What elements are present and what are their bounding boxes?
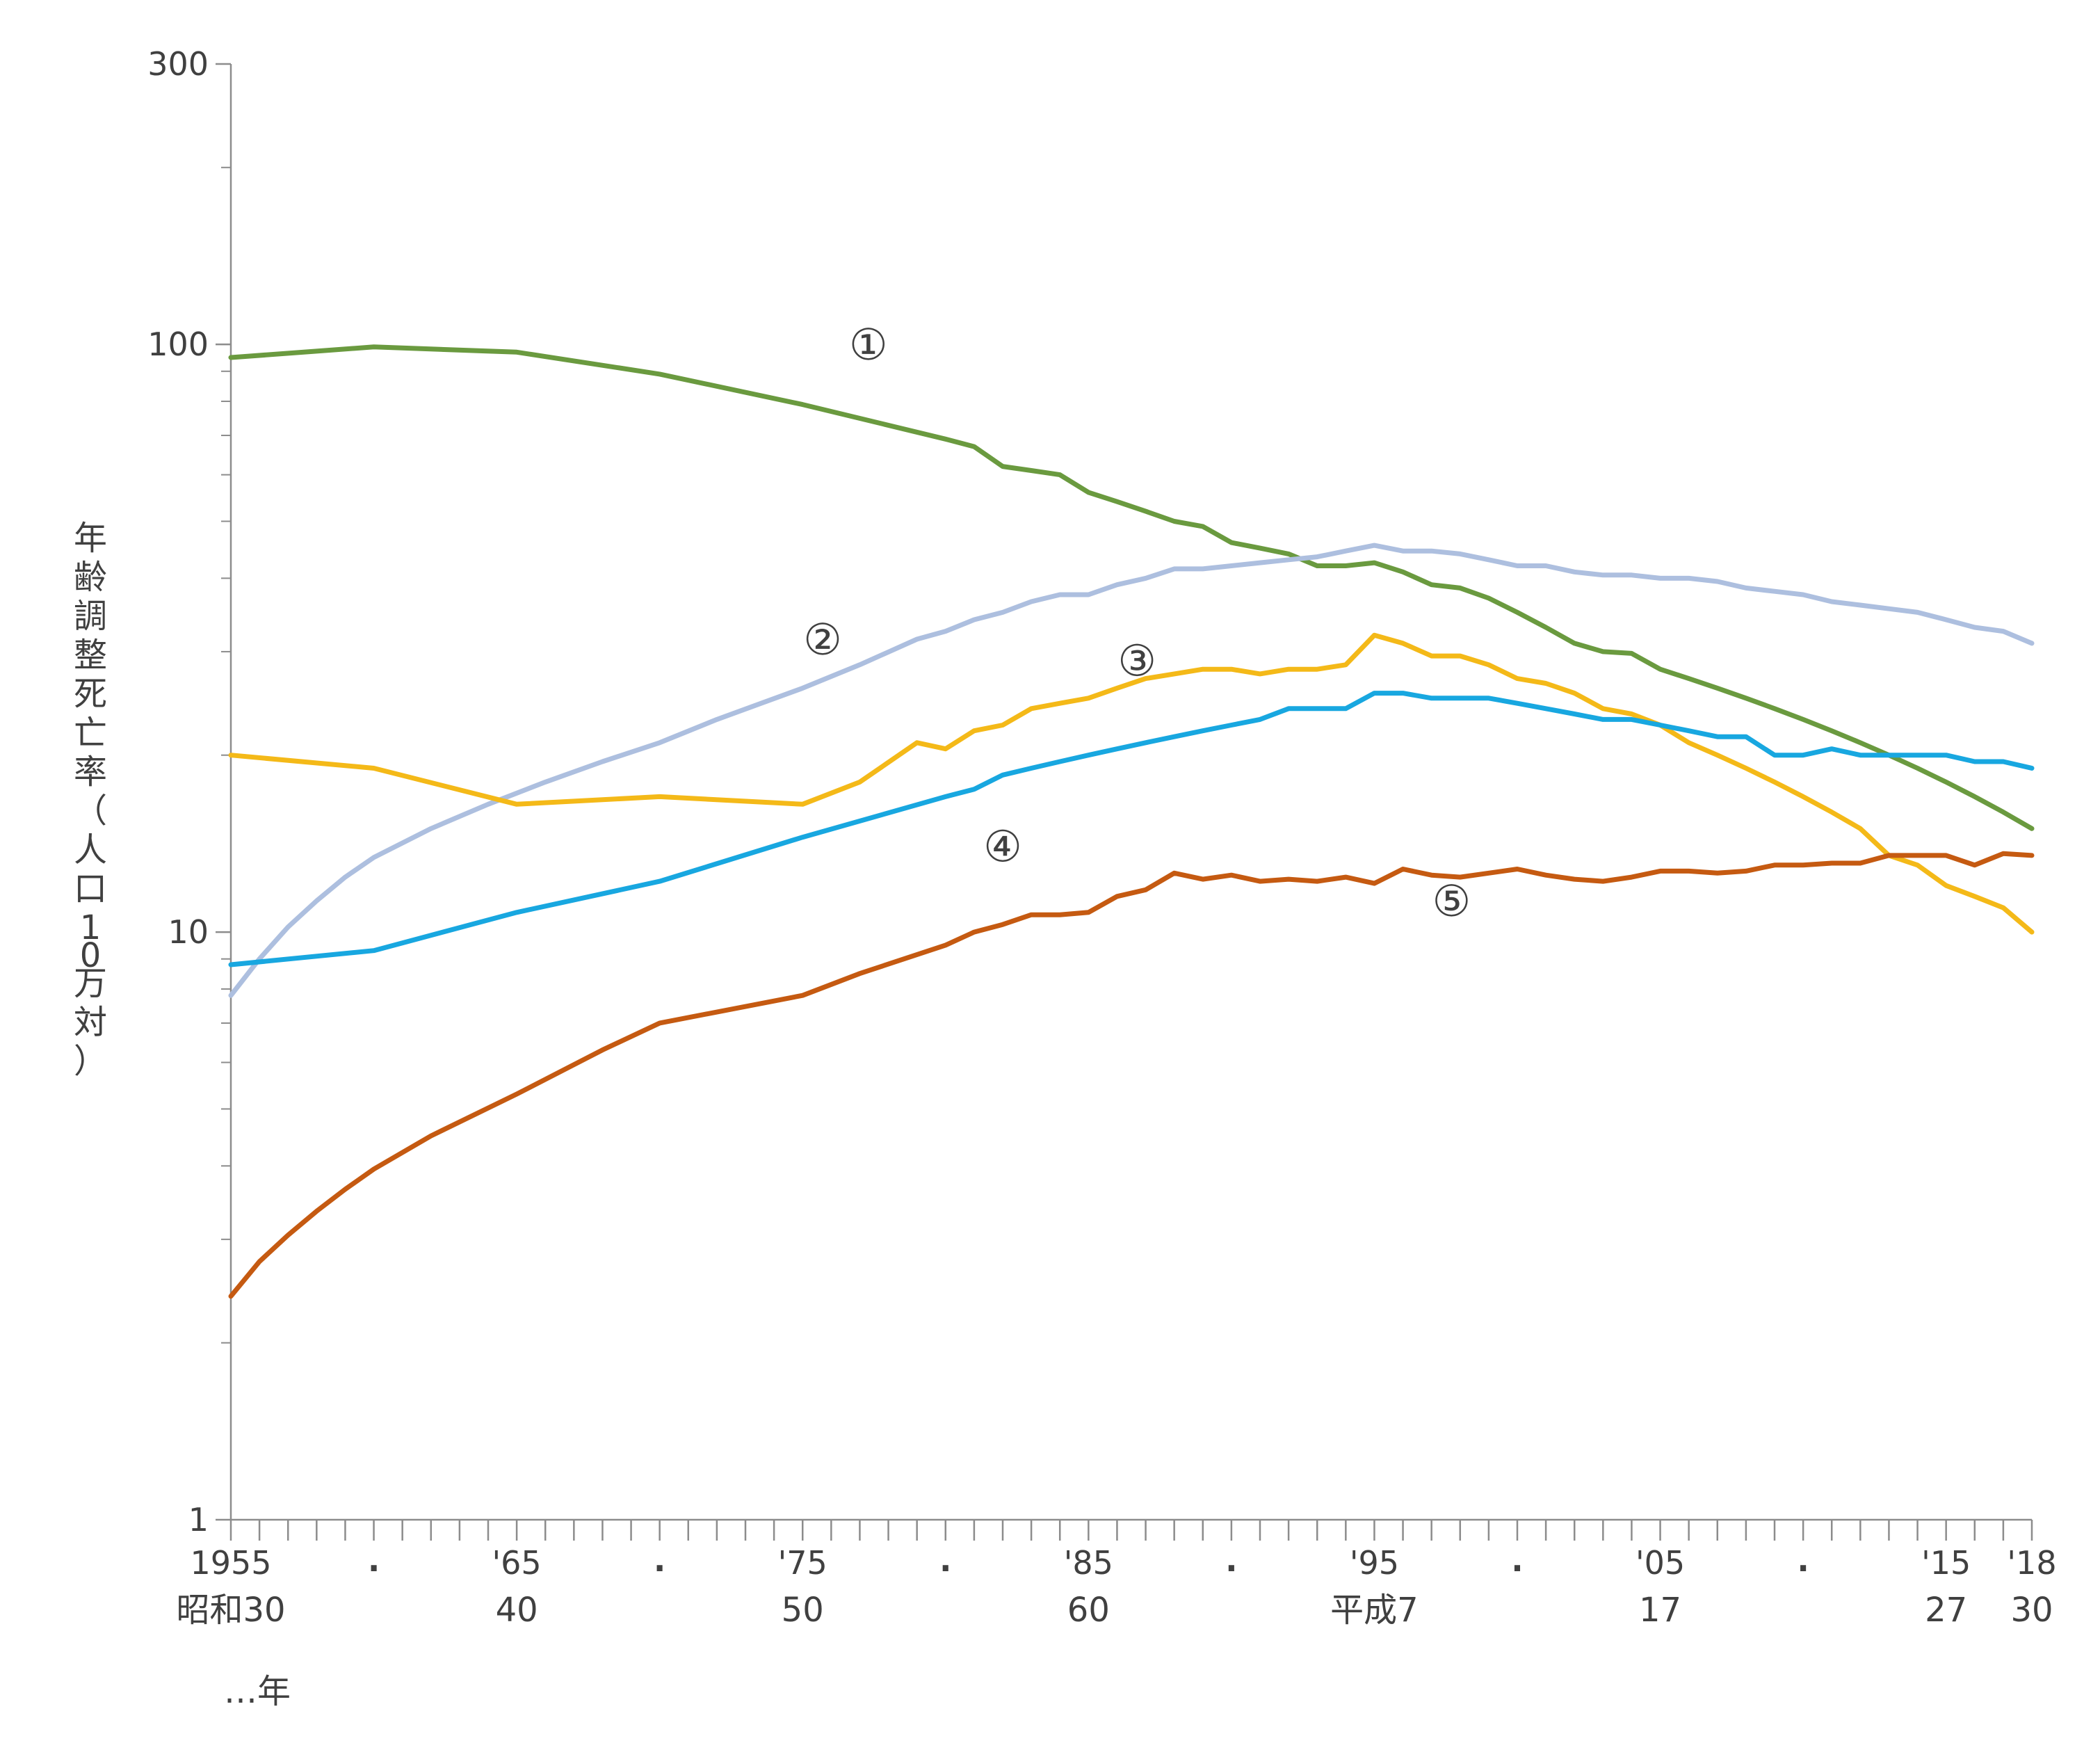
series-label-4: ④ — [983, 821, 1022, 872]
x-tick-label-era: 27 — [1925, 1591, 1967, 1630]
x-tick-label-year: '15 — [1921, 1544, 1971, 1582]
chart-axes: 1 10 100 300 1955 昭和30. '65 40. '75 50. '85 60. '95 平… — [74, 45, 2057, 1711]
series-layer — [228, 344, 2035, 1299]
x-tick-label-era: 平成7 — [1330, 1591, 1419, 1630]
x-tick-dot: . — [1511, 1541, 1523, 1579]
x-tick-label-era: 50 — [782, 1591, 824, 1630]
series-line-4 — [228, 691, 2035, 967]
x-tick-label-era: 昭和30 — [176, 1591, 285, 1630]
series-line-1 — [228, 344, 2035, 831]
y-tick-label: 300 — [147, 45, 209, 83]
x-tick-label-era: 17 — [1639, 1591, 1681, 1630]
series-line-5 — [228, 851, 2035, 1299]
y-tick-label: 10 — [168, 913, 209, 951]
x-tick-label-era: 30 — [2010, 1591, 2053, 1630]
x-tick-label-year: '85 — [1064, 1544, 1113, 1582]
x-tick-label-era: 60 — [1067, 1591, 1110, 1630]
x-tick-label-year: '95 — [1350, 1544, 1399, 1582]
series-line-3 — [228, 632, 2035, 935]
x-tick-label-year: '65 — [492, 1544, 542, 1582]
x-tick-dot: . — [654, 1541, 665, 1579]
x-tick-dot: . — [368, 1541, 380, 1579]
y-tick-label: 1 — [188, 1501, 209, 1539]
x-tick-dot: . — [1797, 1541, 1809, 1579]
labels-layer: ① ② ③ ④ ⑤ — [803, 319, 1471, 926]
x-tick-label-era: 40 — [496, 1591, 538, 1630]
series-label-1: ① — [849, 319, 888, 370]
series-label-2: ② — [803, 614, 842, 665]
x-tick-dot: . — [939, 1541, 951, 1579]
x-unit-label: …年 — [224, 1672, 291, 1711]
series-line-2 — [228, 543, 2035, 998]
y-axis-label: 年齢調整死亡率（人口 1 0 万対） — [74, 519, 107, 1081]
x-tick-label-year: '05 — [1635, 1544, 1685, 1582]
x-tick-label-year: 1955 — [190, 1544, 271, 1582]
x-tick-label-year: '18 — [2007, 1544, 2056, 1582]
x-tick-label-year: '75 — [778, 1544, 827, 1582]
series-label-5: ⑤ — [1432, 876, 1471, 926]
x-tick-dot: . — [1225, 1541, 1237, 1579]
y-tick-label: 100 — [147, 326, 209, 363]
series-label-3: ③ — [1117, 635, 1156, 686]
